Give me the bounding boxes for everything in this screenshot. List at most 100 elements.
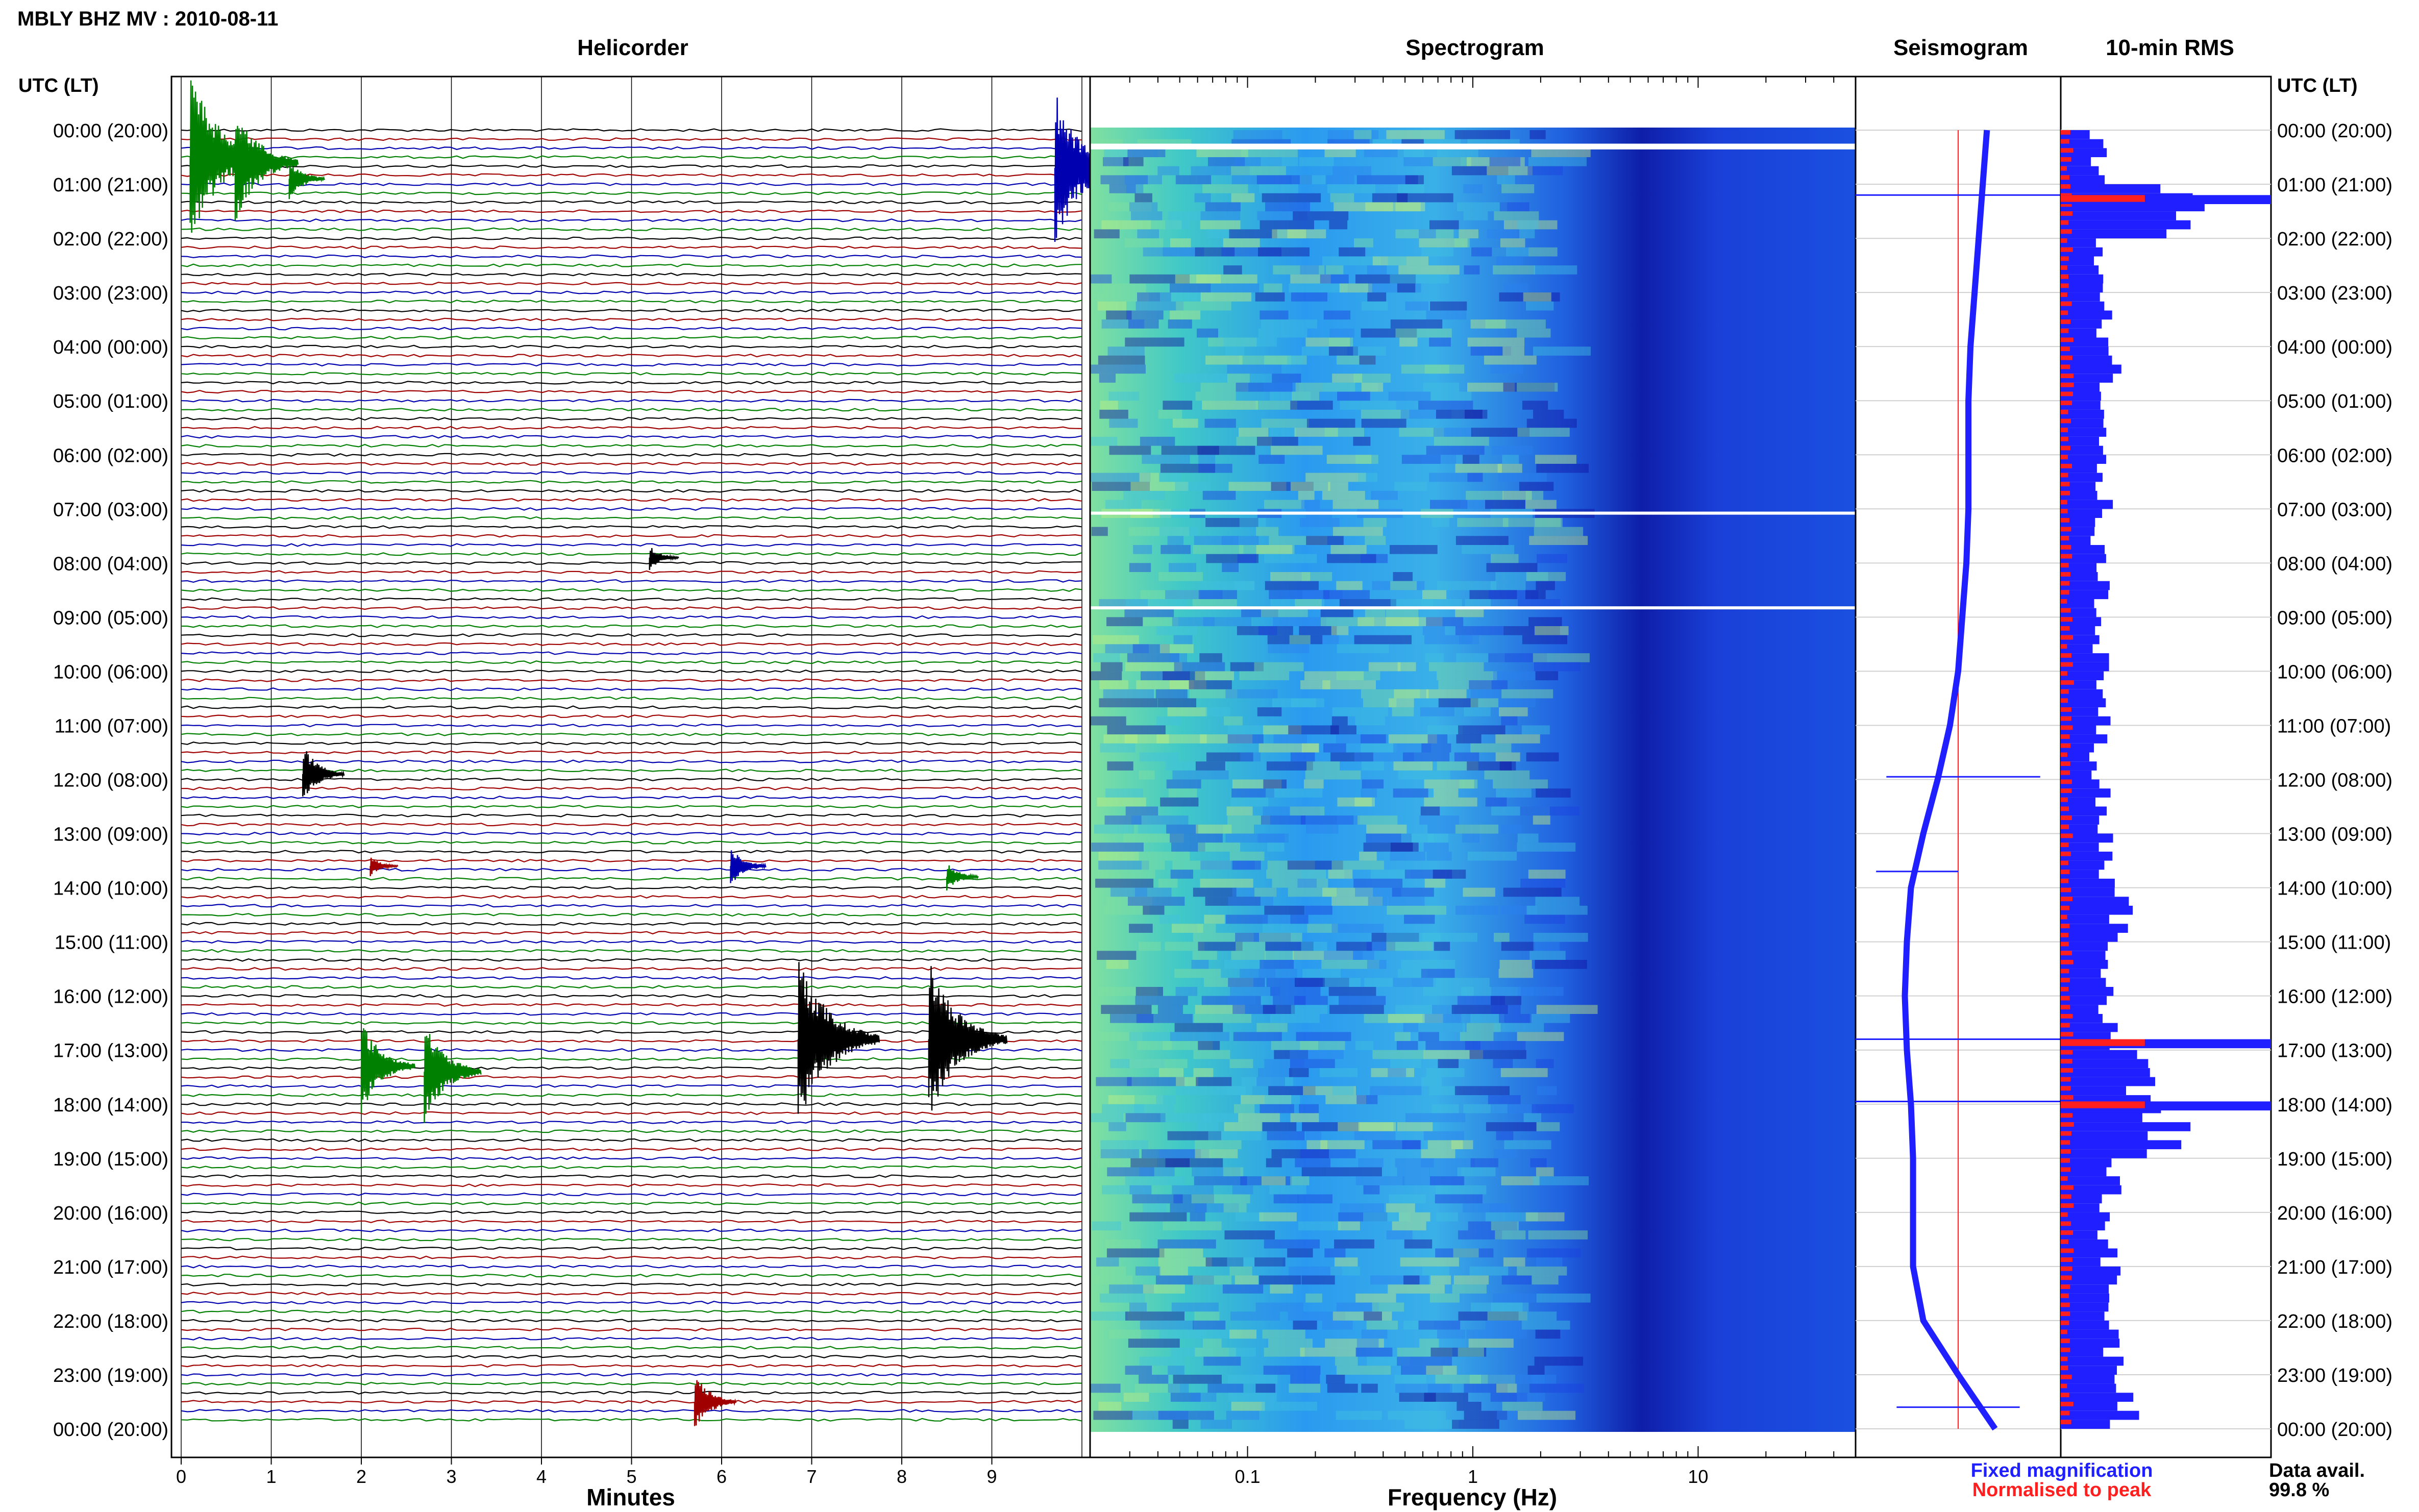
spectrogram-cell [1295, 978, 1349, 987]
spectrogram-cell [1353, 951, 1374, 960]
rms-bar [2061, 1420, 2110, 1429]
time-label-left: 20:00 (16:00) [53, 1203, 168, 1224]
spectrogram-xlabel: Frequency (Hz) [1388, 1484, 1557, 1510]
rms-normalised-bar [2061, 635, 2074, 640]
spectrogram-cell [1232, 779, 1282, 789]
spectrogram-cell [1091, 473, 1151, 482]
rms-normalised-bar [2061, 1023, 2070, 1028]
spectrogram-cell [1367, 960, 1387, 969]
spectrogram-cell [1436, 1185, 1487, 1195]
spectrogram-cell [1499, 698, 1536, 708]
rms-normalised-bar [2061, 914, 2067, 920]
spectrogram-cell [1399, 428, 1444, 437]
spectrogram-cell [1161, 445, 1219, 455]
helicorder-trace [181, 1300, 1082, 1305]
rms-bar [2061, 283, 2103, 293]
spectrogram-cell [1299, 1104, 1319, 1113]
spectrogram-cell [1163, 247, 1204, 257]
spectrogram-cell [1169, 680, 1206, 689]
spectrogram-cell [1335, 1257, 1358, 1267]
rms-normalised-bar [2061, 1014, 2073, 1019]
spectrogram-cell [1135, 851, 1190, 861]
rms-normalised-bar [2061, 1086, 2071, 1091]
helicorder-trace [181, 182, 1082, 186]
spectrogram-cell [1425, 653, 1444, 662]
spectrogram-cell [1421, 455, 1457, 464]
spectrogram-cell [1261, 157, 1298, 166]
spectrogram-cell [1324, 978, 1361, 987]
rms-bar [2061, 1005, 2099, 1014]
spectrogram-cell [1099, 1293, 1145, 1303]
spectrogram-cell [1465, 1041, 1526, 1050]
spectrogram-cell [1424, 364, 1465, 374]
helicorder-trace [181, 1246, 1082, 1251]
spectrogram-cell [1129, 1302, 1147, 1312]
spectrogram-cell [1501, 716, 1518, 726]
spectrogram-cell [1368, 897, 1388, 906]
spectrogram-cell [1130, 482, 1189, 491]
spectrogram-cell [1203, 1113, 1243, 1123]
spectrogram-cell [1125, 662, 1182, 672]
spectrogram-cell [1533, 815, 1550, 825]
time-label-left: 13:00 (09:00) [53, 824, 168, 846]
helicorder-trace [181, 146, 1081, 150]
spectrogram-cell [1106, 310, 1132, 320]
spectrogram-cell [1255, 1302, 1303, 1312]
spectrogram-cell [1134, 1095, 1163, 1104]
rms-bar [2061, 644, 2093, 654]
helicorder-trace [181, 714, 1082, 718]
spectrogram-cell [1329, 220, 1348, 230]
rms-normalised-bar [2061, 509, 2068, 514]
spectrogram-cell [1261, 815, 1306, 825]
helicorder-trace [181, 904, 1082, 908]
spectrogram-cell [1503, 887, 1562, 897]
spectrogram-cell [1427, 725, 1463, 735]
rms-bar [2061, 1059, 2149, 1069]
helicorder-trace [181, 624, 1082, 628]
helicorder-trace [181, 1346, 1082, 1350]
rms-normalised-bar [2061, 247, 2073, 252]
spectrogram-cell [1487, 166, 1533, 176]
spectrogram-cell [1197, 445, 1255, 455]
spectrogram-cell [1305, 905, 1332, 915]
spectrogram-cell [1325, 265, 1344, 275]
seismogram-data [1856, 130, 2061, 1431]
spectrogram-cell [1136, 987, 1163, 996]
spectrogram-cell [1167, 707, 1207, 716]
spectrogram-cell [1471, 247, 1506, 257]
helicorder-event [694, 1380, 737, 1426]
spectrogram-cell [1460, 500, 1494, 509]
spectrogram-cell [1173, 635, 1193, 645]
rms-bar [2061, 581, 2110, 590]
spectrogram-cell [1363, 698, 1397, 708]
spectrogram-cell [1230, 1311, 1280, 1321]
spectrogram-cell [1159, 527, 1199, 536]
spectrogram-cell [1305, 1131, 1322, 1141]
spectrogram-cell [1485, 319, 1546, 329]
helicorder-trace [181, 209, 1082, 213]
time-label-left: 03:00 (23:00) [53, 283, 168, 304]
spectrogram-cell [1418, 1023, 1466, 1032]
spectrogram-cell [1091, 1311, 1128, 1321]
spectrogram-cell [1290, 752, 1315, 762]
spectrogram-cell [1438, 680, 1492, 689]
helicorder-trace [181, 750, 1082, 754]
rms-bar [2061, 1311, 2105, 1321]
spectrogram-cell [1459, 779, 1478, 789]
spectrogram-cell [1521, 725, 1550, 735]
spectrogram-cell [1222, 563, 1239, 572]
spectrogram-cell [1426, 1366, 1457, 1375]
rms-normalised-bar [2061, 824, 2069, 829]
spectrogram-cell [1102, 283, 1146, 293]
helicorder-trace [181, 489, 1082, 493]
spectrogram-cell [1532, 1275, 1559, 1285]
spectrogram-cell [1468, 1221, 1517, 1231]
spectrogram-cell [1328, 870, 1353, 879]
helicorder-trace [181, 128, 1082, 132]
spectrogram-cell [1489, 590, 1539, 600]
spectrogram-cell [1198, 842, 1240, 852]
spectrogram-cell [1292, 391, 1319, 401]
spectrogram-cell [1454, 1086, 1510, 1096]
spectrogram-cell [1096, 1077, 1132, 1086]
spectrogram-cell [1422, 626, 1445, 635]
